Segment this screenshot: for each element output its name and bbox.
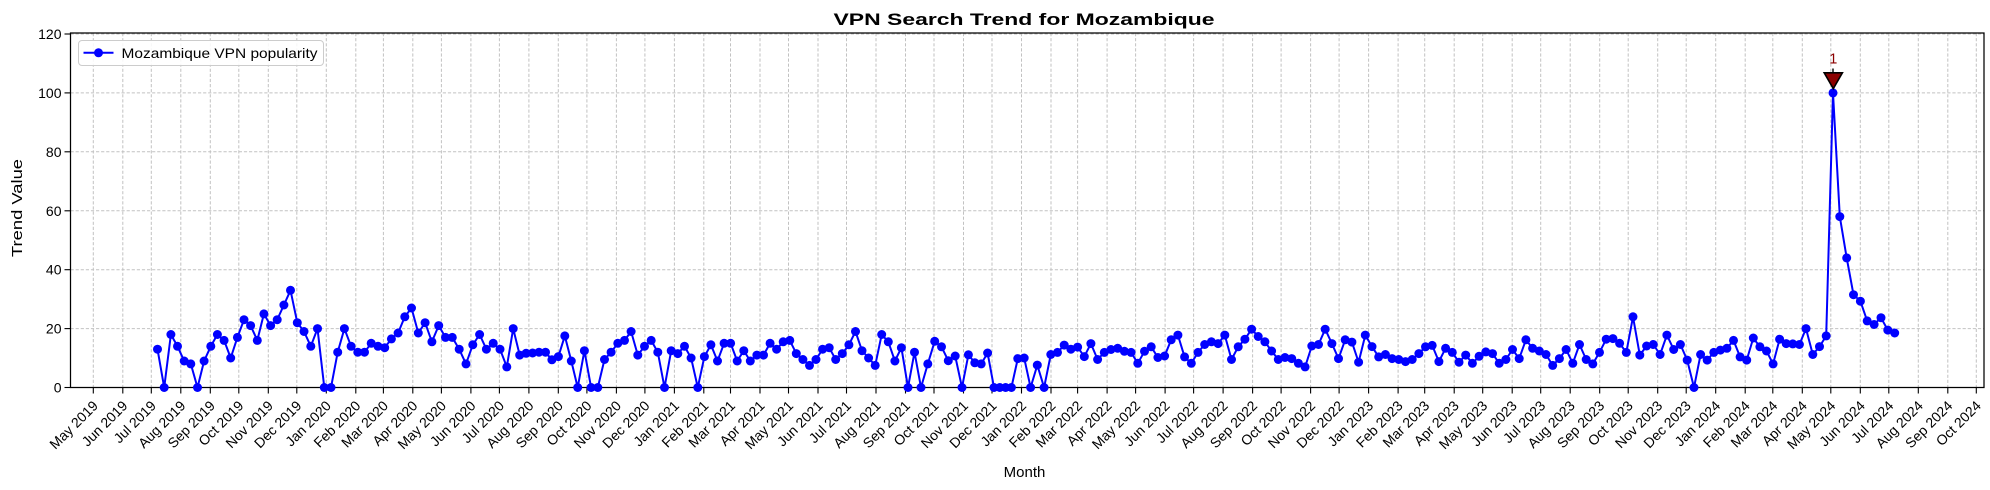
svg-text:100: 100 bbox=[38, 85, 62, 101]
svg-text:Mozambique VPN popularity: Mozambique VPN popularity bbox=[122, 45, 318, 61]
svg-text:60: 60 bbox=[46, 203, 62, 219]
svg-text:80: 80 bbox=[46, 144, 62, 160]
svg-text:1: 1 bbox=[1829, 52, 1837, 68]
svg-text:VPN Search Trend for Mozambiqu: VPN Search Trend for Mozambique bbox=[834, 10, 1215, 29]
svg-text:0: 0 bbox=[54, 380, 62, 396]
svg-text:40: 40 bbox=[46, 262, 62, 278]
svg-text:120: 120 bbox=[38, 26, 62, 42]
svg-text:Trend Value: Trend Value bbox=[9, 159, 26, 257]
svg-text:20: 20 bbox=[46, 321, 62, 337]
svg-text:Month: Month bbox=[1004, 464, 1046, 481]
